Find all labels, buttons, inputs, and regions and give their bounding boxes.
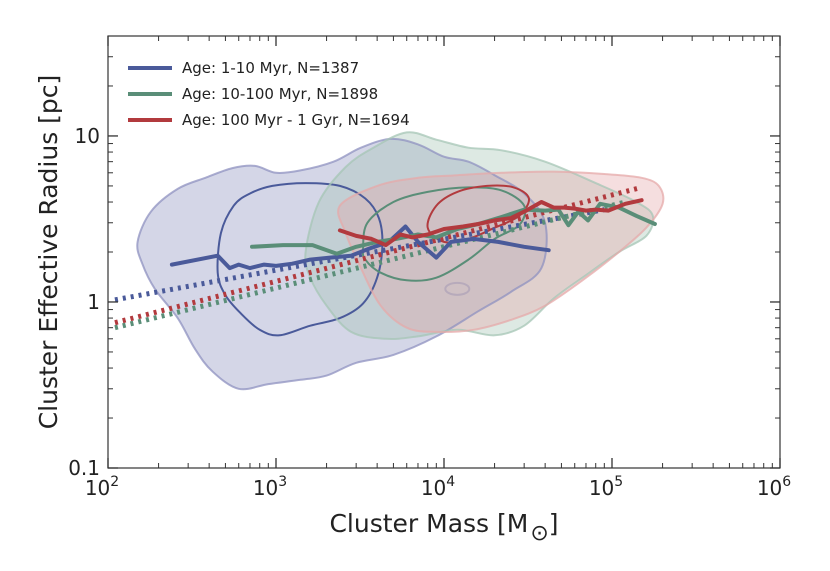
x-tick-label: 106 (757, 474, 791, 500)
legend-label-2: Age: 100 Myr - 1 Gyr, N=1694 (182, 111, 410, 129)
x-axis-label: Cluster Mass [M⊙] (329, 509, 558, 546)
y-axis-label: Cluster Effective Radius [pc] (34, 75, 63, 430)
legend-label-0: Age: 1-10 Myr, N=1387 (182, 59, 359, 77)
y-tick-label: 0.1 (68, 456, 100, 480)
axis-ticks: 102 103 104 105 106 0.1 1 10 (68, 35, 791, 500)
series-lines (114, 184, 657, 331)
x-axis-label-close: ] (549, 509, 559, 538)
x-tick-label: 102 (85, 474, 119, 500)
fit-line-0 (114, 207, 605, 303)
legend: Age: 1-10 Myr, N=1387 Age: 10-100 Myr, N=… (128, 59, 410, 129)
solar-symbol: ⊙ (530, 521, 548, 546)
outer-contour-1 (304, 131, 655, 340)
fit-line-2 (114, 184, 643, 326)
legend-label-1: Age: 10-100 Myr, N=1898 (182, 85, 378, 103)
y-tick-label: 1 (87, 290, 100, 314)
y-tick-label: 10 (75, 124, 100, 148)
x-tick-label: 105 (589, 474, 623, 500)
contour-fills (137, 132, 664, 390)
median-line-2 (337, 198, 644, 248)
extra-contour-blob (444, 281, 471, 296)
outer-contour-2 (337, 170, 665, 334)
median-line-0 (169, 224, 551, 271)
x-tick-label: 104 (421, 474, 455, 500)
x-axis-label-text: Cluster Mass [M (329, 509, 528, 538)
x-tick-label: 103 (253, 474, 287, 500)
